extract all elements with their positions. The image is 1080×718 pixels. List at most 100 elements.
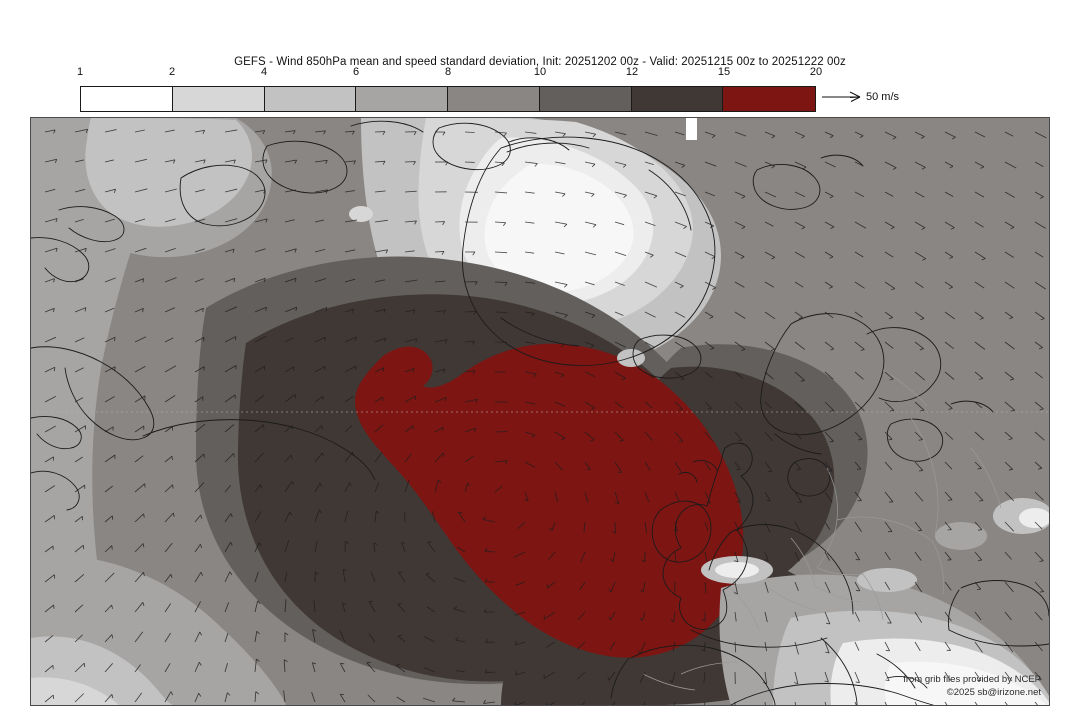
wind-barb-flag [483,608,487,613]
wind-barb-flag [859,135,864,139]
wind-barb-flag [295,307,298,312]
wind-barb [1034,431,1045,441]
wind-barb [1004,611,1012,621]
wind-barb [104,604,113,613]
wind-barb [423,636,436,643]
wind-barb [422,697,436,703]
wind-barb [464,370,475,373]
wind-barb-flag [142,543,145,548]
wind-barb [854,581,861,592]
wind-barb [704,251,716,258]
wind-barb [224,662,228,673]
wind-barb [974,131,986,138]
wind-barb [1034,401,1044,410]
wind-barb [794,641,799,655]
wind-barb-flag [919,348,924,351]
wind-barb [524,461,536,468]
wind-barb [194,307,204,313]
wind-barb [824,401,835,411]
wind-barb-flag [484,669,488,674]
wind-barb [584,281,595,286]
wind-barb-flag [442,221,445,226]
wind-barb [824,131,834,137]
wind-barb [884,191,894,197]
wind-barb-flag [413,131,417,136]
map-canvas[interactable]: from grib files provided by NCEP ©2025 s… [30,117,1050,706]
wind-barb [314,189,328,193]
wind-barb [44,545,54,553]
wind-barb-flag [234,336,237,341]
wind-barb [434,397,447,403]
wind-barb [224,571,231,583]
wind-barb-flag [623,194,627,199]
wind-barb-flag [741,195,746,199]
wind-barb [672,641,676,652]
wind-barb [704,131,716,136]
wind-barb-flag [441,251,445,255]
wind-barb [431,511,436,523]
wind-barb [914,371,926,381]
wind-barb-flag [438,479,442,484]
wind-barb [44,515,55,523]
wind-barb-flag [561,437,566,441]
wind-barb [734,551,739,563]
wind-barb [974,191,985,198]
wind-barb-flag [321,425,323,430]
wind-barb [644,311,656,318]
wind-barb [824,311,834,319]
wind-barb-flag [263,278,266,283]
wind-barb [254,510,262,523]
wind-barb [194,571,202,583]
wind-barb [74,544,84,553]
wind-barb [944,131,956,138]
wind-barb [764,431,774,442]
wind-barb-flag [592,133,596,138]
wind-barb [194,159,206,163]
wind-barb [549,701,556,705]
wind-barb [764,611,768,623]
wind-barb [581,701,586,705]
wind-barb-flag [397,634,402,637]
wind-barb [644,431,654,441]
wind-barb [374,510,377,523]
wind-barb-flag [611,530,616,534]
wind-barb-flag [701,648,705,652]
wind-barb [464,427,476,433]
wind-barb [134,664,141,673]
wind-barb-flag [1038,467,1042,470]
wind-barb-flag [291,481,294,485]
wind-barb [554,341,565,345]
wind-barb-flag [384,337,387,343]
wind-barb [764,371,774,380]
wind-barb [914,551,922,561]
colorbar-tick-2: 2 [168,66,176,78]
wind-barb [104,545,113,553]
wind-barb-flag [951,136,956,140]
colorbar-tick-8: 8 [444,66,452,78]
wind-barb-flag [514,641,517,646]
wind-barb [494,221,506,224]
wind-barb [914,251,927,260]
wind-barb [734,371,744,380]
wind-barb [312,629,316,643]
wind-barb [74,573,85,583]
wind-barb [1004,191,1015,198]
wind-barb-flag [325,189,328,194]
colorbar-tick-1: 1 [76,66,84,78]
wind-barb-flag [452,697,456,702]
wind-barb [584,401,596,409]
wind-barb [44,664,54,673]
wind-barb [944,191,954,197]
wind-barb [644,161,654,166]
wind-barb [854,251,864,258]
wind-barb [396,696,406,703]
wind-barb [824,491,833,503]
wind-barb [1034,281,1046,290]
wind-barb [494,431,508,433]
wind-barb-flag [355,337,357,342]
wind-barb [854,701,857,705]
wind-barb [370,571,376,583]
wind-barb-flag [283,659,288,662]
wind-barb [944,461,953,470]
wind-barb [944,221,955,228]
